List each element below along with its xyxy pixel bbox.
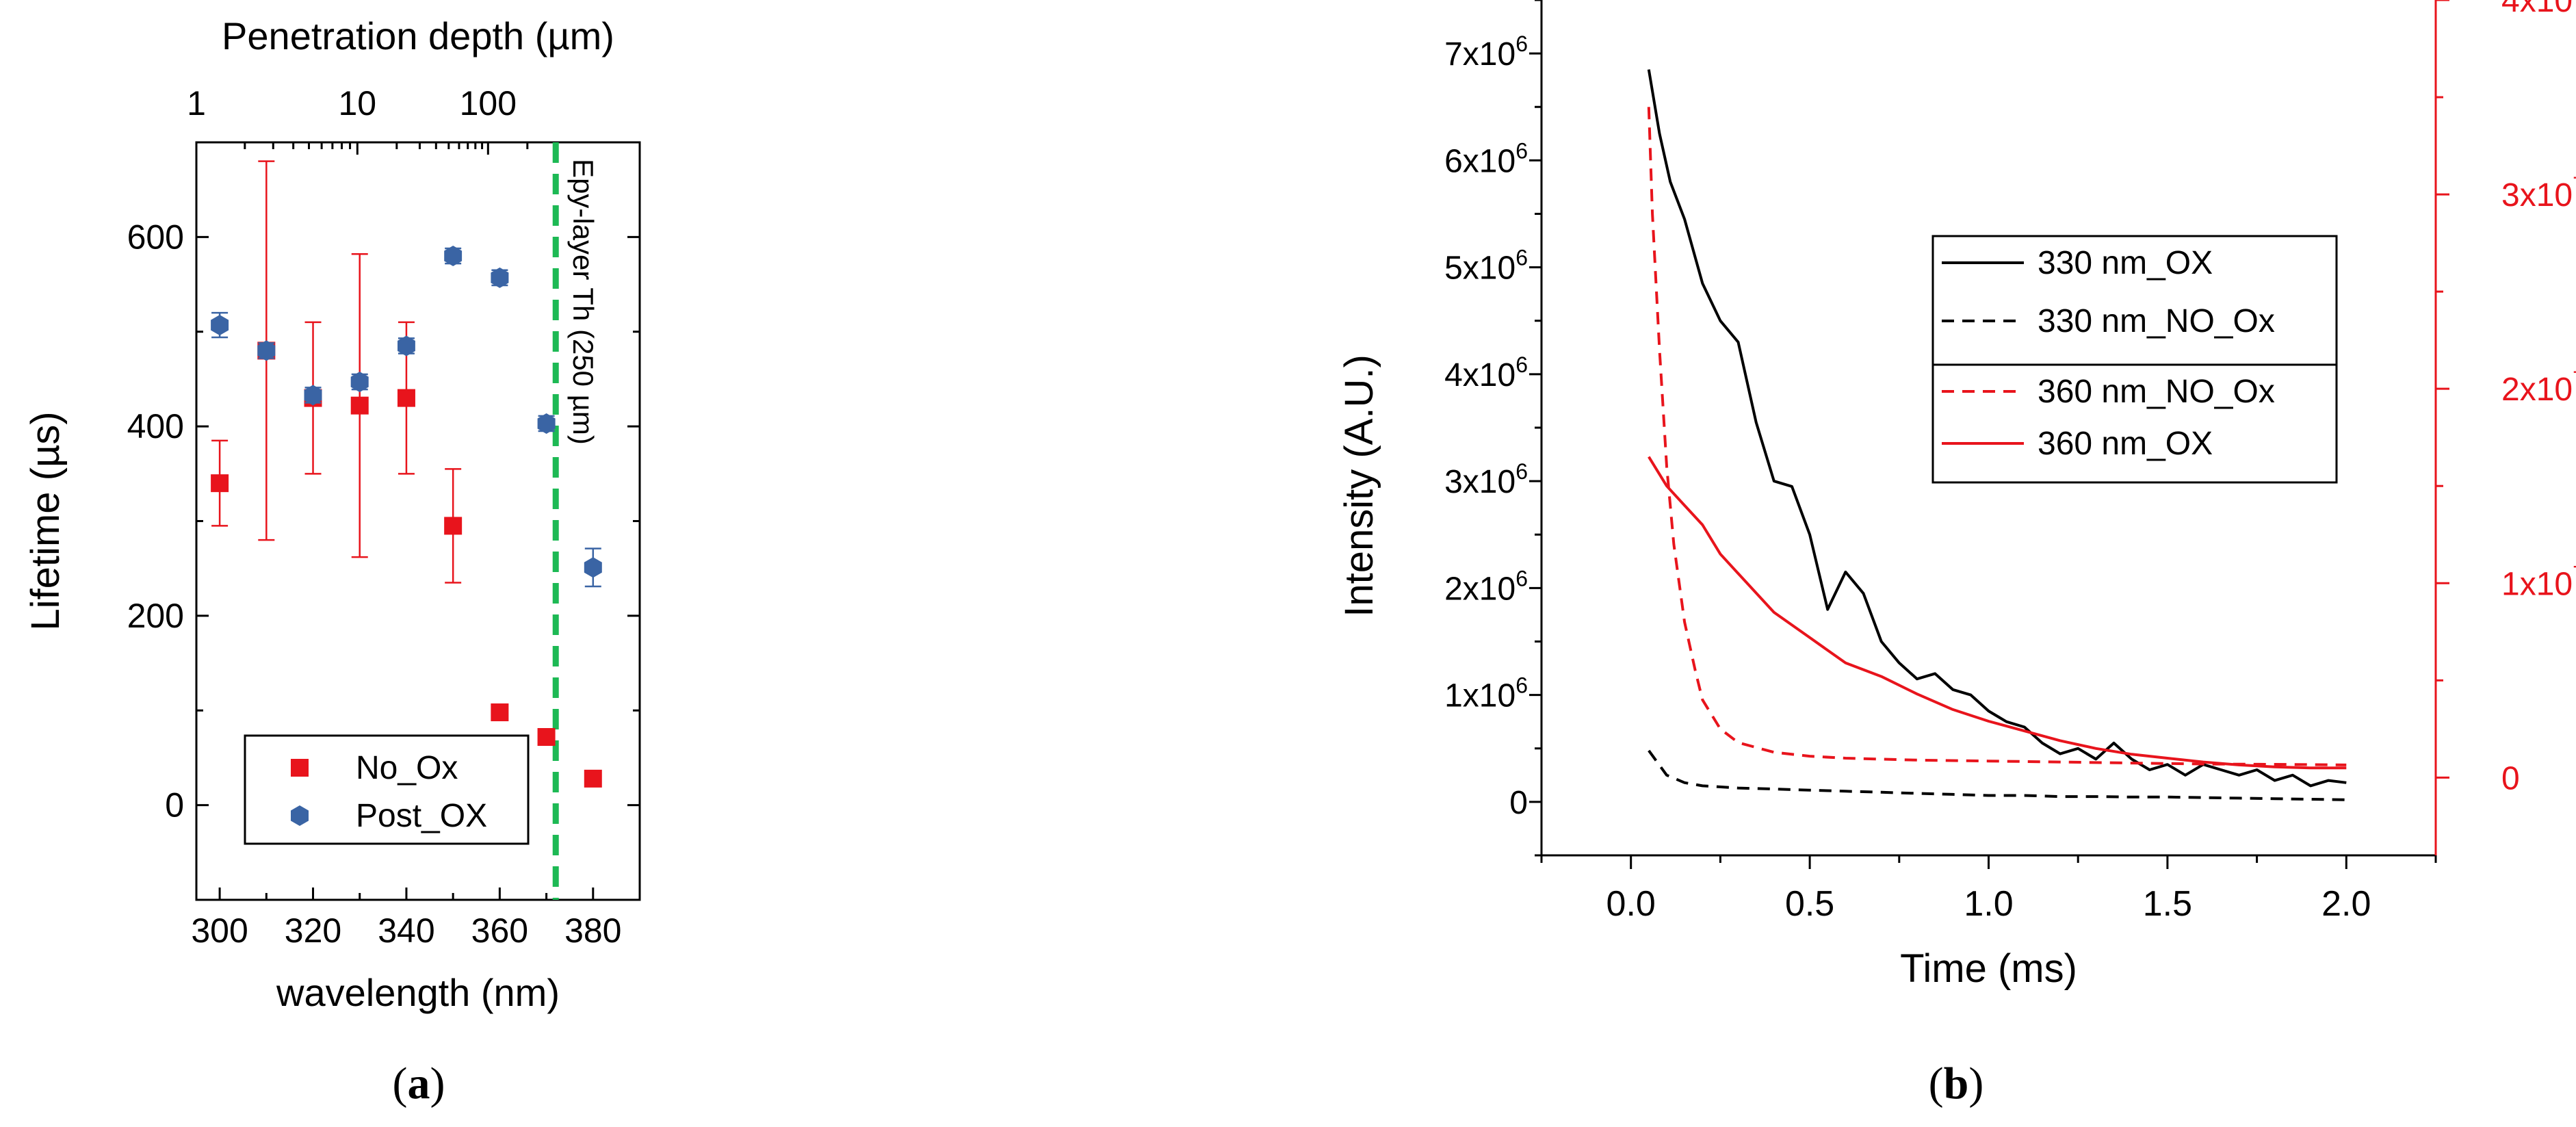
y-right-tick-label: 3x107 [2501, 172, 2576, 213]
data-point-post-ox [350, 372, 369, 393]
x-tick-label: 1.0 [1964, 884, 2013, 924]
legend-label-no-ox: No_Ox [356, 750, 458, 786]
annotation-text: Epy-layer Th (250 µm) [567, 159, 599, 445]
caption-b: (b) [1929, 1059, 1984, 1109]
y-left-tick-label: 5x106 [1444, 246, 1528, 287]
top-tick-label: 100 [460, 84, 517, 122]
legend-marker-no-ox [291, 759, 309, 777]
y-right-tick-label: 0 [2501, 760, 2520, 796]
legend: 330 nm_OX 330 nm_NO_Ox 360 nm_NO_Ox 360 nm_… [1931, 235, 2338, 484]
legend-marker-post-ox [291, 805, 309, 826]
legend-box-top [1931, 235, 2338, 366]
legend-label: 360 nm_NO_Ox [2038, 374, 2275, 410]
y-right-tick-label: 4x107 [2501, 0, 2576, 19]
y-right-tick-label: 2x107 [2501, 367, 2576, 408]
data-point-post-ox [444, 246, 463, 266]
caption-a: (a) [393, 1059, 445, 1109]
series-330nm-ox [1647, 69, 2347, 788]
y-tick-label: 200 [127, 597, 184, 635]
x-tick-label: 380 [564, 911, 621, 950]
data-point-no-ox [211, 474, 229, 493]
legend-label: 360 nm_OX [2038, 426, 2213, 462]
x-tick-label: 1.5 [2143, 884, 2192, 924]
legend-box-bottom [1931, 363, 2338, 484]
x-axis-title: Time (ms) [1900, 946, 2077, 991]
data-point-post-ox [211, 315, 229, 336]
data-point-no-ox [537, 727, 556, 746]
y-left-tick-label: 2x106 [1444, 566, 1528, 607]
top-axis-title: Penetration depth (µm) [222, 14, 614, 57]
y-axis-title: Lifetime (µs) [23, 411, 68, 630]
series-360nm-ox [1648, 456, 2347, 770]
y-left-tick-label: 6x106 [1444, 138, 1528, 179]
y-left-tick-label: 7x106 [1444, 31, 1528, 73]
data-point-no-ox [584, 769, 602, 788]
panel-b-intensity-chart: 0.0 0.5 1.0 1.5 2.0 Time (ms) 0 1x106 2x106 3x106… [1337, 0, 2576, 1109]
x-tick-label: 2.0 [2321, 884, 2371, 924]
x-tick-label: 0.5 [1785, 884, 1834, 924]
y-tick-label: 400 [127, 407, 184, 445]
panel-a-lifetime-chart: 300 320 340 360 380 0 200 400 600 1 10 100 wavelengt… [23, 14, 641, 1109]
legend-label: 330 nm_NO_Ox [2038, 303, 2275, 339]
legend-label: 330 nm_OX [2038, 245, 2213, 281]
x-tick-label: 360 [471, 911, 528, 950]
x-tick-label: 300 [191, 911, 248, 950]
y-left-axis-title: Intensity (A.U.) [1337, 354, 1381, 617]
top-tick-label: 10 [339, 84, 377, 122]
data-point-post-ox [304, 385, 322, 406]
legend: No_Ox Post_OX [244, 734, 530, 845]
y-left-tick-label: 1x106 [1444, 673, 1528, 714]
y-left-tick-label: 3x106 [1444, 459, 1528, 500]
y-right-tick-label: 1x107 [2501, 561, 2576, 602]
y-left-tick-label: 0 [1509, 785, 1528, 821]
data-point-no-ox [491, 703, 509, 722]
x-tick-label: 320 [285, 911, 341, 950]
legend-label-post-ox: Post_OX [356, 798, 487, 834]
data-point-no-ox [397, 389, 415, 407]
data-point-no-ox [350, 396, 369, 415]
data-point-post-ox [257, 340, 276, 361]
top-tick-label: 1 [187, 84, 206, 122]
data-point-no-ox [444, 517, 463, 535]
y-tick-label: 0 [165, 786, 184, 825]
series-360nm-no-ox [1647, 107, 2347, 766]
data-point-post-ox [398, 335, 415, 357]
series-330nm-no-ox [1648, 749, 2347, 801]
legend-box [244, 734, 530, 845]
x-tick-label: 0.0 [1606, 884, 1656, 924]
data-point-post-ox [584, 557, 602, 578]
y-left-tick-label: 4x106 [1444, 352, 1528, 393]
y-tick-label: 600 [127, 218, 184, 256]
x-axis-title: wavelength (nm) [276, 971, 560, 1014]
data-point-post-ox [537, 413, 556, 434]
data-point-post-ox [491, 267, 509, 288]
x-tick-label: 340 [378, 911, 434, 950]
